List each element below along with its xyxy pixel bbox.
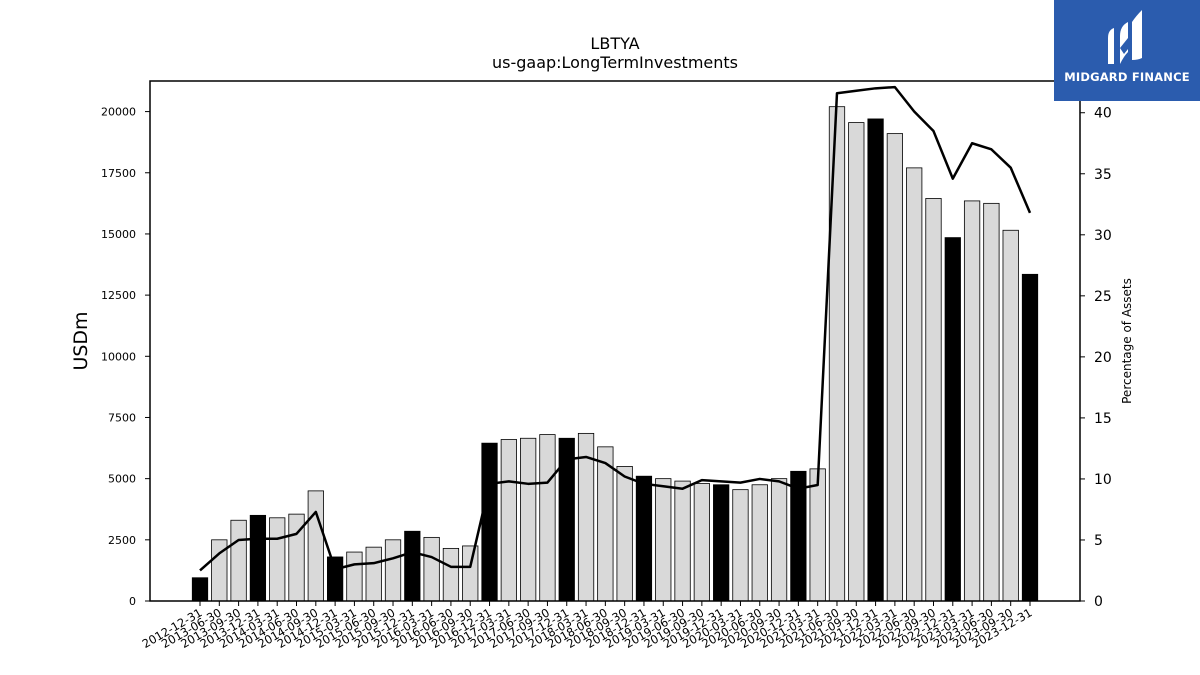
y-tick-label: 7500 — [108, 411, 136, 424]
bar-2013-12-31 — [249, 514, 267, 602]
y2-axis-label: Percentage of Assets — [1120, 278, 1134, 404]
bar-2012-12-31 — [191, 577, 209, 602]
plot-frame — [149, 80, 1081, 602]
y2-tick-label: 5 — [1094, 533, 1103, 549]
bar-2016-12-31 — [481, 442, 498, 602]
percentage-line — [199, 85, 1032, 572]
midgard-finance-logo: MIDGARD FINANCE — [1054, 0, 1200, 101]
y-tick-label: 12500 — [101, 289, 136, 302]
bar-2019-09-30 — [693, 483, 710, 602]
bar-2015-03-31 — [346, 551, 363, 602]
bar-2015-09-30 — [384, 539, 402, 602]
y-axis-ticks: 0 2500 5000 7500 10000 12500 15000 17500 20000 — [101, 106, 150, 608]
bar-2014-03-31 — [269, 517, 286, 602]
bar-2018-09-30 — [616, 466, 633, 602]
bar-2017-03-31 — [500, 439, 517, 602]
bar-2023-03-31 — [963, 200, 981, 602]
bar-2019-12-31 — [713, 484, 730, 602]
bar-series — [191, 106, 1039, 602]
bar-2022-03-31 — [886, 133, 903, 602]
bar-2020-03-31 — [732, 489, 749, 602]
bar-2023-12-31 — [1021, 273, 1039, 602]
y-tick-label: 5000 — [108, 473, 136, 486]
y2-tick-label: 40 — [1094, 106, 1112, 122]
y2-tick-label: 15 — [1094, 411, 1112, 427]
bar-2018-06-30 — [597, 446, 614, 602]
bar-2014-12-31 — [326, 556, 344, 602]
bar-2021-09-30 — [848, 122, 865, 602]
y2-tick-label: 30 — [1094, 228, 1112, 244]
bar-2022-09-30 — [925, 198, 942, 602]
bar-2018-12-31 — [635, 475, 653, 602]
bar-2014-09-30 — [307, 490, 324, 602]
y2-axis-ticks: 0 5 10 15 20 25 30 35 40 — [1080, 106, 1112, 610]
chart-title: LBTYA — [590, 34, 639, 53]
midgard-logo-icon — [1108, 10, 1142, 64]
bar-2022-06-30 — [906, 167, 923, 602]
y-tick-label: 17500 — [101, 167, 136, 180]
y-tick-label: 20000 — [101, 106, 136, 119]
bar-2015-12-31 — [404, 530, 421, 602]
bar-2020-06-30 — [751, 484, 768, 602]
bar-2016-06-30 — [442, 547, 460, 602]
y2-tick-label: 35 — [1094, 167, 1112, 183]
y2-tick-label: 0 — [1094, 594, 1103, 610]
y2-tick-label: 20 — [1094, 350, 1112, 366]
bar-2017-06-30 — [520, 437, 537, 602]
bar-2016-03-31 — [423, 536, 440, 602]
bar-2021-12-31 — [867, 118, 884, 602]
bar-2020-09-30 — [770, 478, 788, 602]
bar-2016-09-30 — [462, 545, 479, 602]
logo-text: MIDGARD FINANCE — [1064, 70, 1190, 84]
percentage-line-series — [199, 85, 1032, 572]
bar-2020-12-31 — [790, 470, 807, 602]
bar-2017-12-31 — [558, 437, 575, 602]
bar-2022-12-31 — [944, 237, 961, 602]
chart-subtitle: us-gaap:LongTermInvestments — [492, 53, 738, 72]
y-tick-label: 15000 — [101, 228, 136, 241]
y-tick-label: 2500 — [108, 534, 136, 547]
x-axis-ticks: 2012-12-312013-06-302013-09-302013-12-31… — [140, 601, 1035, 651]
y-tick-label: 0 — [129, 595, 136, 608]
bar-2019-06-30 — [674, 480, 691, 602]
bar-2015-06-30 — [365, 546, 382, 602]
bar-2023-06-30 — [983, 202, 1000, 602]
bar-2023-09-30 — [1002, 229, 1019, 602]
y2-tick-label: 25 — [1094, 289, 1112, 305]
bar-2013-09-30 — [230, 519, 247, 602]
bar-2019-03-31 — [655, 478, 672, 602]
y2-tick-label: 10 — [1094, 472, 1112, 488]
bar-2021-03-31 — [809, 468, 826, 602]
y-axis-label: USDm — [70, 311, 92, 370]
bar-2017-09-30 — [539, 434, 556, 602]
y-tick-label: 10000 — [101, 350, 136, 363]
